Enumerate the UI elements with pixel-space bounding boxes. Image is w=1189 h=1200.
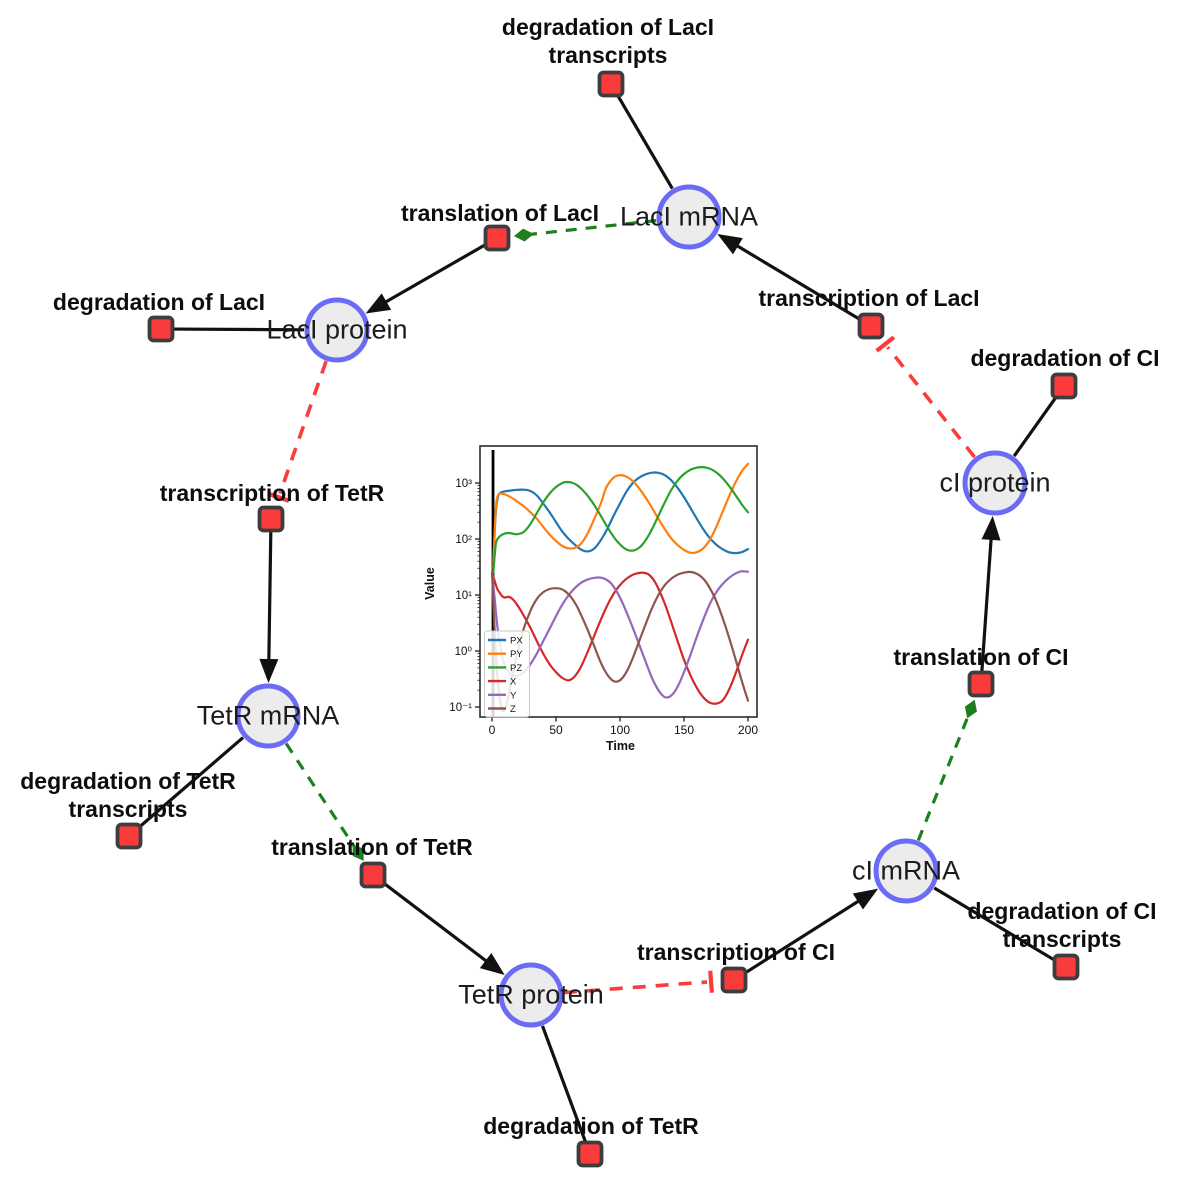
edge-production-translation-ci-to-ci-protein-arrowhead — [981, 515, 1001, 541]
edges-layer — [137, 94, 1058, 1143]
legend-label-PZ: PZ — [510, 663, 522, 674]
edge-inhibition-laci-protein-to-transcription-tetr — [278, 360, 328, 495]
reaction-node-deg-laci-transcripts — [597, 70, 625, 98]
edge-consumption-laci-mrna-to-deg-laci-transcripts — [616, 94, 674, 190]
edge-consumption-ci-protein-to-deg-ci — [1012, 395, 1058, 458]
edge-production-translation-laci-to-laci-protein-arrowhead — [365, 293, 392, 314]
legend-label-Y: Y — [510, 690, 517, 701]
edge-modifier-laci-mrna-to-translation-laci-diamond-arrowhead — [513, 228, 534, 242]
reaction-node-transcription-ci — [720, 966, 748, 994]
edge-production-transcription-laci-to-laci-mrna-arrowhead — [717, 233, 743, 255]
inset-chart: 0 50 100 150 20010³10²10¹10⁰10⁻¹TimeValuePXP… — [423, 432, 774, 764]
chart-axes-box — [479, 445, 758, 718]
y-tick-label: 10³ — [455, 478, 472, 490]
chart-xlabel: Time — [606, 739, 635, 753]
legend-label-PX: PX — [510, 636, 523, 647]
edge-inhibition-tetr-protein-to-transcription-ci-tee-bar — [708, 970, 714, 993]
edge-production-transcription-laci-to-laci-mrna — [730, 240, 861, 321]
series-line-PY — [492, 462, 750, 570]
edge-inhibition-tetr-protein-to-transcription-ci — [563, 980, 708, 995]
species-node-laci-protein — [304, 297, 370, 363]
reaction-node-deg-laci — [147, 315, 175, 343]
species-node-ci-mrna — [873, 838, 939, 904]
edge-production-translation-tetr-to-tetr-protein — [382, 881, 493, 967]
legend-label-PY: PY — [510, 649, 523, 660]
chart-ylabel: Value — [423, 567, 437, 600]
reaction-node-transcription-tetr — [257, 505, 285, 533]
edge-modifier-laci-mrna-to-translation-laci — [525, 218, 657, 237]
edge-production-transcription-ci-to-ci-mrna-arrowhead — [852, 888, 879, 910]
edge-modifier-tetr-mrna-to-translation-tetr — [284, 742, 359, 852]
reaction-node-translation-ci — [967, 670, 995, 698]
species-node-laci-mrna — [656, 184, 722, 250]
edge-production-translation-tetr-to-tetr-protein-arrowhead — [479, 952, 505, 976]
reaction-node-deg-ci — [1050, 372, 1078, 400]
reaction-node-transcription-laci — [857, 312, 885, 340]
reaction-node-deg-ci-transcripts — [1052, 953, 1080, 981]
chart-background — [424, 432, 774, 764]
edge-production-translation-laci-to-laci-protein — [378, 243, 487, 307]
reaction-node-translation-laci — [483, 224, 511, 252]
legend-box — [484, 630, 530, 718]
y-tick-label: 10¹ — [455, 590, 472, 602]
nodes-layer — [115, 70, 1080, 1168]
edge-inhibition-ci-protein-to-transcription-laci — [886, 346, 976, 459]
edge-inhibition-ci-protein-to-transcription-laci-tee-bar — [875, 335, 896, 353]
edge-production-transcription-tetr-to-tetr-mrna-arrowhead — [259, 658, 279, 684]
series-line-X — [490, 571, 750, 705]
edge-production-transcription-ci-to-ci-mrna — [744, 895, 866, 975]
edge-modifier-ci-mrna-to-translation-ci-diamond-arrowhead — [964, 699, 977, 719]
reaction-node-deg-tetr-transcripts — [115, 822, 143, 850]
y-tick-label: 10⁰ — [455, 646, 473, 658]
x-tick-label: 0 — [489, 723, 496, 737]
x-tick-label: 100 — [610, 723, 630, 737]
y-tick-label: 10⁻¹ — [449, 702, 472, 714]
x-tick-label: 150 — [674, 723, 694, 737]
edge-production-translation-ci-to-ci-protein — [980, 531, 994, 672]
legend-label-X: X — [510, 677, 517, 688]
edge-consumption-tetr-protein-to-deg-tetr — [540, 1025, 587, 1143]
edge-consumption-ci-mrna-to-deg-ci-transcripts — [933, 886, 1056, 962]
edge-modifier-ci-mrna-to-translation-ci — [916, 710, 972, 841]
legend-label-Z: Z — [510, 704, 516, 715]
chart-legend: PX PY PZ XYZ — [484, 630, 530, 718]
x-tick-label: 50 — [549, 723, 563, 737]
species-node-ci-protein — [962, 450, 1028, 516]
y-tick-label: 10² — [455, 534, 472, 546]
edge-consumption-tetr-mrna-to-deg-tetr-transcripts — [137, 736, 245, 829]
reaction-node-translation-tetr — [359, 861, 387, 889]
edge-consumption-laci-protein-to-deg-laci — [173, 327, 305, 332]
edge-modifier-tetr-mrna-to-translation-tetr-diamond-arrowhead — [352, 844, 364, 861]
edge-inhibition-laci-protein-to-transcription-tetr-tee-bar — [267, 491, 290, 503]
species-node-tetr-protein — [498, 962, 564, 1028]
reaction-node-deg-tetr — [576, 1140, 604, 1168]
species-node-tetr-mrna — [235, 683, 301, 749]
edge-production-transcription-tetr-to-tetr-mrna — [267, 531, 273, 668]
series-line-PX — [492, 471, 750, 563]
series-line-PZ — [492, 465, 750, 574]
x-tick-label: 200 — [738, 723, 758, 737]
